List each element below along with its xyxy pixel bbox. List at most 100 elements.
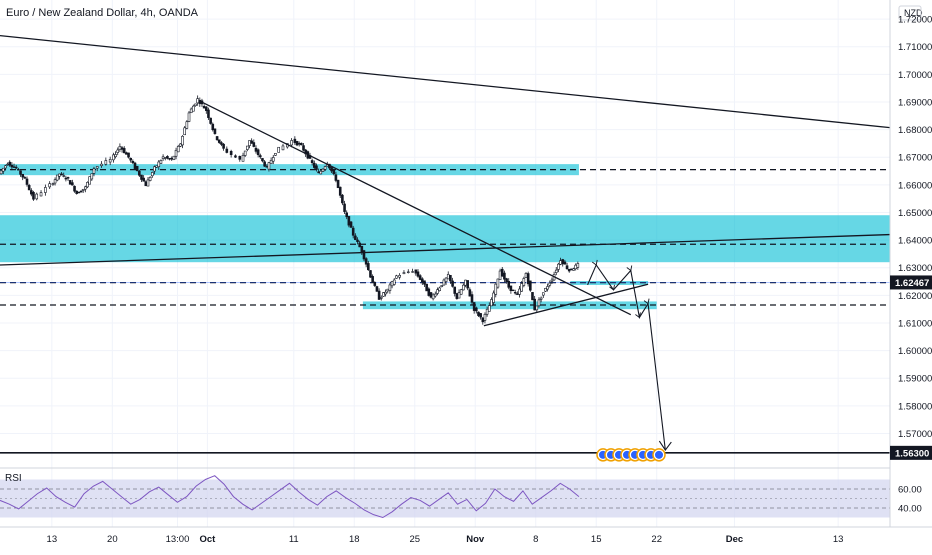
candle-body xyxy=(302,145,305,151)
candle-body xyxy=(27,185,31,191)
candle-body xyxy=(375,286,379,292)
y-tick-label: 1.64000 xyxy=(898,236,932,247)
y-tick-label: 1.62000 xyxy=(898,291,932,302)
candle-body xyxy=(118,146,122,150)
candle-body xyxy=(133,162,137,169)
candle-body xyxy=(77,191,81,194)
candle-body xyxy=(176,146,180,153)
candle-body xyxy=(332,169,336,174)
candle-body xyxy=(161,156,165,159)
candle-body xyxy=(108,159,112,163)
candle-body xyxy=(565,265,569,270)
candle-body xyxy=(48,183,51,188)
y-tick-label: 1.60000 xyxy=(898,346,932,357)
candle-body xyxy=(19,170,22,175)
candle-body xyxy=(459,289,463,295)
candle-body xyxy=(30,190,33,195)
candle-body xyxy=(398,275,401,278)
candle-body xyxy=(21,173,24,178)
candle-body xyxy=(263,161,266,167)
candle-body xyxy=(53,179,57,184)
candle-body xyxy=(323,166,327,170)
x-tick-label: 15 xyxy=(591,534,602,545)
candle-body xyxy=(554,269,558,273)
forecast-polyline xyxy=(587,263,666,451)
candle-body xyxy=(321,168,325,172)
candle-body xyxy=(100,163,103,166)
candle-body xyxy=(494,283,498,295)
candle-body xyxy=(297,143,301,145)
candle-body xyxy=(531,292,534,301)
candle-body xyxy=(570,268,573,271)
candle-body xyxy=(548,282,552,286)
candle-body xyxy=(148,176,152,181)
candle-body xyxy=(259,155,262,158)
candle-body xyxy=(315,165,318,170)
candle-body xyxy=(550,279,554,282)
candle-body xyxy=(449,275,452,282)
candle-body xyxy=(384,291,387,295)
candle-body xyxy=(163,157,167,159)
rsi-line xyxy=(0,475,580,519)
candle-body xyxy=(213,128,217,134)
candle-body xyxy=(86,182,89,188)
trendline xyxy=(0,233,891,266)
candle-body xyxy=(64,177,68,180)
candle-body xyxy=(373,282,377,286)
candle-body xyxy=(129,157,132,161)
last-price-value: 1.62467 xyxy=(895,278,929,289)
zone-rect xyxy=(362,301,657,310)
candle-body xyxy=(261,158,264,162)
candle-body xyxy=(174,149,178,157)
candle-body xyxy=(81,188,85,191)
candle-body xyxy=(475,307,478,312)
x-tick-label: 18 xyxy=(349,534,360,545)
candle-body xyxy=(386,288,390,292)
candle-body xyxy=(92,168,96,174)
candle-body xyxy=(51,183,55,185)
candle-body xyxy=(310,160,314,164)
y-tick-label: 1.67000 xyxy=(898,153,932,164)
candle-body xyxy=(222,143,225,149)
candle-body xyxy=(142,177,145,182)
candle-body xyxy=(535,305,539,311)
y-tick-label: 1.63000 xyxy=(898,263,932,274)
forecast-turn-arrow xyxy=(591,259,598,266)
x-tick-label: Oct xyxy=(199,534,216,545)
candle-body xyxy=(345,212,349,218)
candle-body xyxy=(55,174,59,181)
candle-body xyxy=(438,287,441,292)
candle-body xyxy=(541,292,545,296)
x-tick-label: Dec xyxy=(726,534,743,545)
candle-body xyxy=(274,153,277,156)
candle-body xyxy=(229,151,233,155)
candle-body xyxy=(256,149,260,156)
candle-body xyxy=(364,258,368,265)
candle-body xyxy=(32,192,35,200)
candle-body xyxy=(17,169,20,171)
candle-body xyxy=(468,289,472,297)
candle-body xyxy=(382,292,385,297)
y-tick-label: 1.57000 xyxy=(898,429,932,440)
candle-body xyxy=(479,313,482,318)
trendlines xyxy=(0,34,891,327)
candle-body xyxy=(483,314,487,321)
candle-body xyxy=(446,274,450,280)
candle-body xyxy=(120,147,124,150)
candle-body xyxy=(392,279,396,285)
candle-body xyxy=(503,272,506,280)
y-tick-label: 1.59000 xyxy=(898,374,932,385)
candle-body xyxy=(14,166,18,169)
candle-body xyxy=(334,174,338,181)
candle-body xyxy=(0,170,3,175)
x-tick-label: 20 xyxy=(107,534,118,545)
candle-body xyxy=(35,193,39,200)
currency-label: NZD xyxy=(904,8,923,18)
candle-body xyxy=(168,158,171,160)
forecast-turn-arrow xyxy=(643,298,650,305)
candle-body xyxy=(388,284,392,291)
candle-body xyxy=(371,276,374,283)
candle-body xyxy=(196,98,199,104)
candle-body xyxy=(95,166,99,169)
